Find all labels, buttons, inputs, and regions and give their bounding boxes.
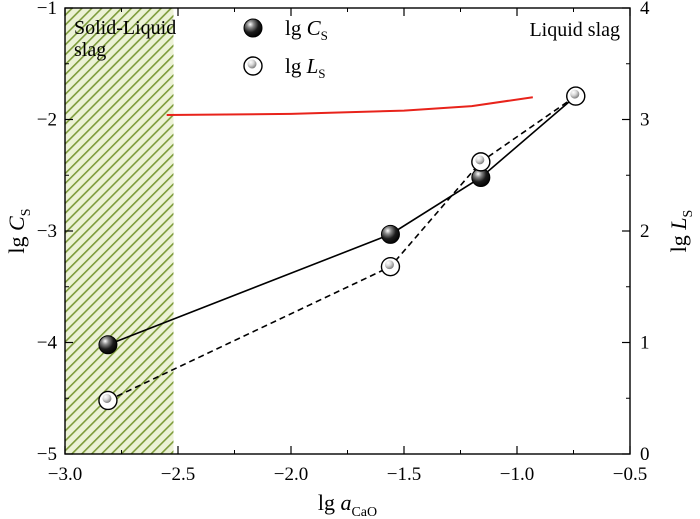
- region-label-solid-liquid: Solid-Liquid: [74, 17, 176, 39]
- y-left-tick-label: −4: [37, 333, 58, 354]
- series-2-point: [380, 256, 401, 277]
- x-tick-label: −2.5: [161, 464, 195, 485]
- region-layer: [65, 8, 174, 454]
- y-right-axis-title-subscript: S: [681, 210, 696, 218]
- y-right-tick-label: 0: [640, 444, 650, 465]
- y-right-axis-title: lg LS: [666, 210, 696, 253]
- series-1-point: [98, 335, 118, 355]
- legend-label-2: lg LS: [285, 54, 326, 81]
- open-marker-core: [384, 260, 394, 270]
- series-2-point: [98, 390, 118, 411]
- legend-label-1-subscript: S: [321, 28, 328, 43]
- legend-label-1: lg CS: [285, 16, 328, 43]
- region-label-liquid: Liquid slag: [529, 19, 620, 41]
- boundary-curve: [166, 96, 533, 117]
- y-left-tick-label: −1: [37, 0, 57, 19]
- y-left-axis-title-symbol: C: [4, 216, 29, 231]
- x-tick-label: −3.0: [48, 464, 82, 485]
- y-right-axis-title-prefix: lg: [666, 230, 691, 253]
- y-right-tick-label: 2: [640, 221, 650, 242]
- x-axis-title: lg aCaO: [318, 490, 377, 519]
- x-tick-label: −0.5: [613, 464, 647, 485]
- legend-open-core: [247, 59, 257, 69]
- series-2-point: [471, 152, 491, 172]
- legend-label-2-symbol: L: [306, 54, 319, 78]
- x-tick-label: −1.5: [387, 464, 421, 485]
- open-marker-core: [102, 393, 112, 403]
- x-axis-title-subscript: CaO: [351, 505, 377, 519]
- y-left-axis-title: lg CS: [4, 208, 34, 253]
- y-right-tick-label: 4: [640, 0, 650, 19]
- frame-layer: [64, 7, 631, 455]
- solid-liquid-region: [65, 8, 174, 454]
- series-layer: [98, 86, 586, 411]
- y-left-axis-title-prefix: lg: [4, 231, 29, 254]
- legend-label-2-prefix: lg: [285, 54, 307, 78]
- series-2-line: [107, 95, 577, 402]
- y-right-tick-label: 1: [640, 333, 650, 354]
- curve-layer: [166, 96, 533, 117]
- series-1-line: [107, 95, 577, 346]
- series-1-point: [380, 224, 400, 244]
- legend-marker-2: [243, 56, 263, 76]
- x-tick-label: −2.0: [274, 464, 308, 485]
- legend-label-1-symbol: C: [307, 16, 322, 40]
- x-axis-title-symbol: a: [340, 490, 351, 515]
- y-left-axis-title-subscript: S: [19, 208, 34, 216]
- label-layer: −3.0 −2.5 −2.0 −1.5 −1.0 −0.5 −5 −4 −3 −2 −1 0 1 2 3 4 l…: [4, 0, 696, 519]
- y-left-tick-label: −3: [37, 221, 57, 242]
- y-right-tick-label: 3: [640, 110, 650, 131]
- legend-label-1-prefix: lg: [285, 16, 307, 40]
- open-marker-core: [475, 155, 485, 165]
- x-tick-label: −1.0: [500, 464, 534, 485]
- legend-label-2-subscript: S: [318, 66, 325, 81]
- series-2-point: [566, 86, 586, 106]
- y-right-axis-title-symbol: L: [666, 217, 691, 230]
- y-left-tick-label: −2: [37, 110, 57, 131]
- x-axis-title-prefix: lg: [318, 490, 341, 515]
- y-left-tick-label: −5: [37, 444, 57, 465]
- legend-marker-1: [243, 18, 263, 38]
- open-marker-core: [570, 89, 580, 99]
- region-label-solid-liquid: slag: [74, 39, 106, 61]
